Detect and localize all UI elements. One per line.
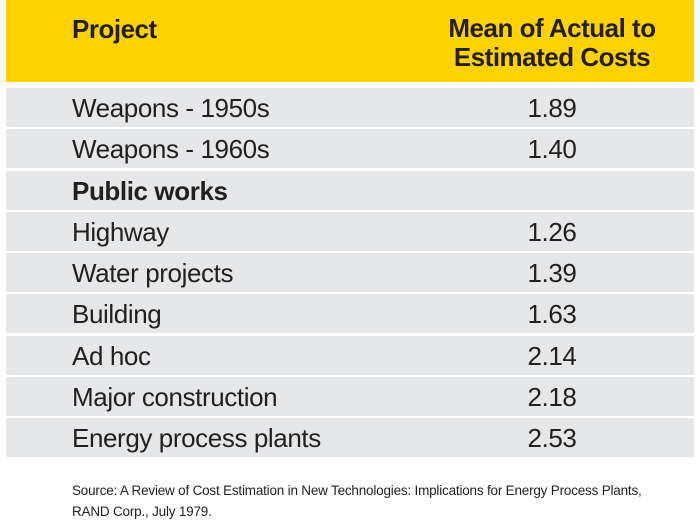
row-project-name: Highway [72, 216, 169, 247]
section-heading: Public works [72, 175, 228, 206]
header-divider [6, 82, 694, 88]
row-value: 1.89 [527, 93, 577, 123]
table-row: Weapons - 1950s 1.89 [6, 88, 694, 127]
row-project-name: Ad hoc [72, 340, 151, 371]
row-project-name: Weapons - 1950s [72, 93, 270, 123]
column-header-project: Project [72, 14, 157, 44]
source-note: Source: A Review of Cost Estimation in N… [72, 480, 682, 522]
row-project-name: Major construction [72, 382, 278, 413]
row-project-name: Building [72, 299, 162, 330]
column-header-mean-line2: Estimated Costs [453, 42, 651, 72]
row-value: 1.26 [527, 216, 577, 247]
row-value: 2.14 [527, 340, 577, 371]
source-line-1: Source: A Review of Cost Estimation in N… [72, 483, 642, 498]
row-value: 2.18 [527, 382, 577, 413]
section-row: Public works [6, 170, 694, 210]
table-row: Water projects 1.39 [6, 253, 694, 293]
row-project-name: Weapons - 1960s [72, 134, 270, 165]
table-body: Weapons - 1950s 1.89 Weapons - 1960s 1.4… [6, 88, 694, 460]
row-value: 1.39 [527, 258, 577, 289]
row-value: 1.63 [527, 299, 577, 330]
table-row: Highway 1.26 [6, 211, 694, 251]
source-line-2: RAND Corp., July 1979. [72, 504, 212, 519]
row-value: 2.53 [527, 423, 577, 454]
table-row: Ad hoc 2.14 [6, 335, 694, 375]
row-project-name: Energy process plants [72, 423, 321, 454]
table-header: Project Mean of Actual to Estimated Cost… [6, 0, 694, 82]
column-header-mean: Mean of Actual to Estimated Costs [400, 14, 700, 72]
table-row: Building 1.63 [6, 294, 694, 334]
row-project-name: Water projects [72, 258, 234, 289]
table-row: Energy process plants 2.53 [6, 418, 694, 458]
column-header-mean-line1: Mean of Actual to [448, 13, 656, 43]
row-value: 1.40 [527, 134, 577, 165]
table-row: Weapons - 1960s 1.40 [6, 129, 694, 169]
table-row: Major construction 2.18 [6, 377, 694, 417]
